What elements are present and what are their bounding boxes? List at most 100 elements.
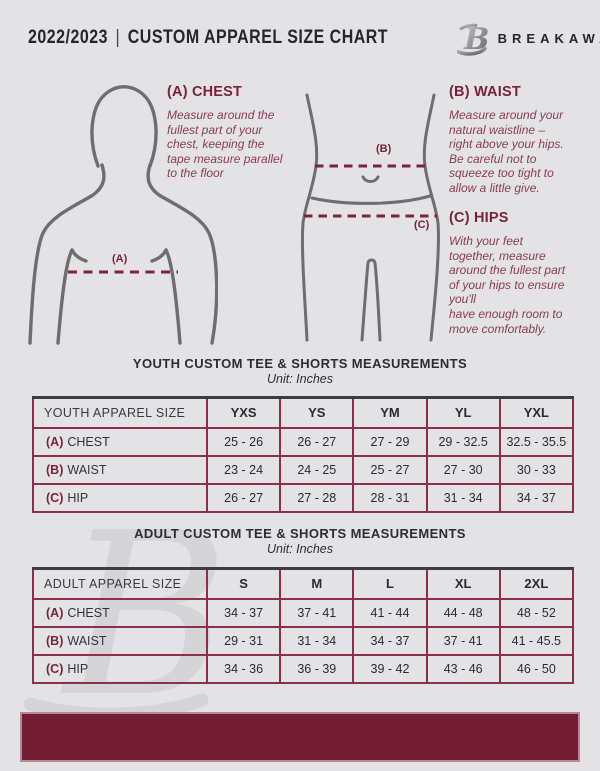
measurement-cell: 27 - 29 [352, 426, 428, 457]
adult-col-xl: XL [425, 567, 501, 600]
hips-line-label: (C) [414, 219, 430, 231]
waist-hips-figure [300, 93, 440, 342]
chest-guide-text: Measure around the fullest part of your … [167, 108, 283, 181]
figure-right-side [422, 93, 440, 342]
figure-left-side [300, 93, 319, 342]
measurement-cell: 46 - 50 [498, 653, 574, 684]
figure-right-armpit [150, 248, 168, 263]
figure-hip-crease [310, 194, 432, 205]
figure-left-armpit [70, 248, 88, 263]
figure-head-outline [90, 85, 158, 168]
waist-guide-heading: (B) WAIST [449, 84, 521, 100]
measurement-cell: 29 - 31 [205, 625, 282, 656]
measurement-cell: 23 - 24 [205, 454, 282, 485]
measurement-cell: 34 - 36 [205, 653, 282, 684]
youth-col-yl: YL [425, 396, 501, 429]
adult-col-s: S [205, 567, 282, 600]
measurement-cell: 25 - 26 [205, 426, 282, 457]
measurement-cell: 25 - 27 [352, 454, 428, 485]
row-prefix: (A) [46, 605, 64, 620]
measurement-cell: 39 - 42 [352, 653, 428, 684]
youth-col-yxs: YXS [205, 396, 282, 429]
row-name: CHEST [67, 605, 110, 620]
row-prefix: (C) [46, 661, 64, 676]
waist-line-label: (B) [376, 143, 392, 155]
chest-guide-section: (A) CHEST Measure around the fullest par… [167, 84, 317, 181]
adult-size-table: ADULT APPAREL SIZE S M L XL 2XL (A) CHEST… [32, 567, 574, 684]
adult-table-title: ADULT CUSTOM TEE & SHORTS MEASUREMENTS [134, 526, 466, 541]
figure-inner-legs [360, 258, 382, 342]
figure-left-shoulder-arm [28, 163, 106, 345]
measurement-cell: 29 - 32.5 [425, 426, 501, 457]
adult-hip-row: (C) HIP 34 - 36 36 - 39 39 - 42 43 - 46 4… [32, 653, 574, 684]
measurement-cell: 41 - 45.5 [498, 625, 574, 656]
adult-table-unit: Unit: Inches [266, 542, 333, 556]
youth-header-row: YOUTH APPAREL SIZE YXS YS YM YL YXL [32, 396, 574, 429]
row-prefix: (A) [46, 434, 64, 449]
measurement-cell: 31 - 34 [279, 625, 355, 656]
row-label-cell: (A) CHEST [32, 426, 208, 457]
row-name: HIP [67, 661, 89, 676]
measurement-cell: 24 - 25 [279, 454, 355, 485]
youth-size-label-cell: YOUTH APPAREL SIZE [32, 396, 208, 429]
row-label-cell: (C) HIP [32, 482, 208, 513]
measurement-cell: 34 - 37 [205, 597, 282, 628]
hips-guide-text: With your feet together, measure around … [449, 234, 566, 336]
adult-col-l: L [352, 567, 428, 600]
measurement-cell: 31 - 34 [425, 482, 501, 513]
measurement-cell: 26 - 27 [279, 426, 355, 457]
youth-table-unit: Unit: Inches [266, 372, 333, 386]
measurement-cell: 37 - 41 [425, 625, 501, 656]
hips-guide-heading: (C) HIPS [449, 210, 509, 226]
row-name: CHEST [67, 434, 110, 449]
measurement-cell: 34 - 37 [352, 625, 428, 656]
youth-size-table: YOUTH APPAREL SIZE YXS YS YM YL YXL (A) C… [32, 396, 574, 513]
measurement-cell: 37 - 41 [279, 597, 355, 628]
row-prefix: (B) [46, 462, 64, 477]
measurement-cell: 27 - 30 [425, 454, 501, 485]
row-label-cell: (A) CHEST [32, 597, 208, 628]
youth-col-ys: YS [279, 396, 355, 429]
measurement-cell: 28 - 31 [352, 482, 428, 513]
brand-lockup: B BREAKAWAY [456, 20, 600, 56]
row-name: WAIST [67, 633, 107, 648]
figure-left-inner-arm [56, 248, 74, 345]
waist-guide-text: Measure around your natural waistline – … [449, 108, 564, 195]
header: 2022/2023 | CUSTOM APPAREL SIZE CHART B BR… [0, 0, 600, 66]
adult-chest-row: (A) CHEST 34 - 37 37 - 41 41 - 44 44 - 48… [32, 597, 574, 628]
breakaway-logo-icon: B [456, 22, 489, 56]
measurement-cell: 41 - 44 [352, 597, 428, 628]
title-text: CUSTOM APPAREL SIZE CHART [127, 27, 389, 48]
adult-col-m: M [279, 567, 355, 600]
measurement-cell: 30 - 33 [498, 454, 574, 485]
adult-header-row: ADULT APPAREL SIZE S M L XL 2XL [32, 567, 574, 600]
row-prefix: (C) [46, 490, 64, 505]
waist-guide-section: (B) WAIST Measure around your natural wa… [449, 84, 599, 196]
season-text: 2022/2023 [28, 27, 108, 48]
figure-right-inner-arm [164, 248, 182, 345]
row-name: HIP [67, 490, 89, 505]
figure-right-shoulder-arm [146, 163, 218, 345]
measurement-cell: 32.5 - 35.5 [498, 426, 574, 457]
youth-chest-row: (A) CHEST 25 - 26 26 - 27 27 - 29 29 - 32… [32, 426, 574, 457]
row-prefix: (B) [46, 633, 64, 648]
chest-guide-heading: (A) CHEST [167, 84, 243, 100]
youth-waist-row: (B) WAIST 23 - 24 24 - 25 25 - 27 27 - 30… [32, 454, 574, 485]
youth-hip-row: (C) HIP 26 - 27 27 - 28 28 - 31 31 - 34 3… [32, 482, 574, 513]
brand-name: BREAKAWAY [497, 30, 600, 46]
youth-col-yxl: YXL [498, 396, 574, 429]
youth-col-ym: YM [352, 396, 428, 429]
figure-navel [361, 175, 380, 183]
row-name: WAIST [67, 462, 107, 477]
row-label-cell: (B) WAIST [32, 625, 208, 656]
measurement-cell: 44 - 48 [425, 597, 501, 628]
youth-table-title: YOUTH CUSTOM TEE & SHORTS MEASUREMENTS [132, 356, 468, 371]
adult-size-label-cell: ADULT APPAREL SIZE [32, 567, 208, 600]
measurement-cell: 34 - 37 [498, 482, 574, 513]
measurement-cell: 48 - 52 [498, 597, 574, 628]
measurement-cell: 36 - 39 [279, 653, 355, 684]
measurement-cell: 26 - 27 [205, 482, 282, 513]
row-label-cell: (C) HIP [32, 653, 208, 684]
adult-waist-row: (B) WAIST 29 - 31 31 - 34 34 - 37 37 - 41… [32, 625, 574, 656]
